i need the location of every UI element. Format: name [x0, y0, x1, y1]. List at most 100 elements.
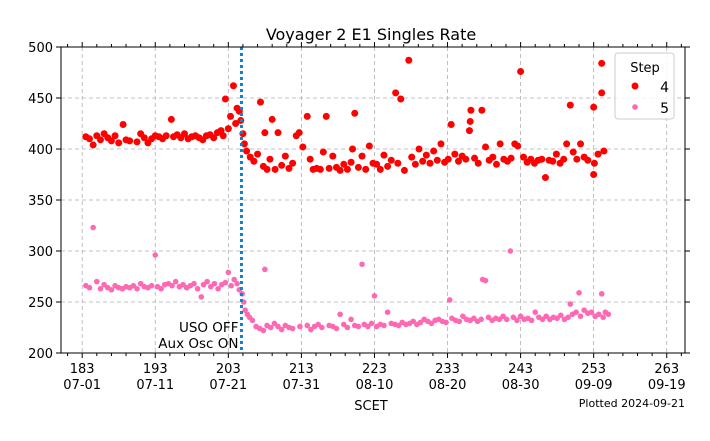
chart-title: Voyager 2 E1 Singles Rate [266, 25, 476, 44]
x-tick-label-date: 07-31 [283, 378, 321, 393]
data-point-step-4 [489, 153, 497, 161]
data-point-step-4 [376, 165, 384, 173]
data-point-step-4 [422, 151, 430, 159]
data-point-step-4 [467, 106, 475, 114]
data-point-step-5 [337, 311, 343, 318]
data-point-step-4 [111, 132, 119, 140]
data-point-step-4 [133, 138, 141, 146]
data-point-step-4 [411, 160, 419, 168]
data-point-step-5 [172, 278, 179, 285]
data-point-step-4 [362, 165, 370, 173]
data-point-step-4 [319, 148, 327, 156]
data-point-step-5 [577, 313, 584, 320]
data-point-step-4 [271, 165, 279, 173]
data-point-step-5 [600, 314, 606, 321]
data-point-step-4 [266, 155, 274, 163]
data-point-step-4 [261, 129, 269, 137]
legend-label-step-5: 5 [660, 101, 669, 117]
data-point-step-4 [573, 155, 581, 163]
data-point-step-5 [152, 252, 159, 258]
x-tick-label-day: 183 [70, 362, 95, 377]
legend-marker-step-4 [631, 82, 639, 90]
data-point-step-4 [351, 109, 359, 117]
x-tick-label-day: 193 [143, 362, 168, 377]
data-point-step-4 [268, 115, 276, 123]
data-point-step-4 [325, 164, 333, 172]
data-point-step-5 [194, 285, 201, 292]
legend-box [614, 52, 675, 120]
x-tick-label-date: 07-01 [63, 378, 101, 393]
data-point-step-5 [198, 294, 205, 300]
data-point-step-4 [517, 67, 525, 75]
data-point-step-4 [566, 101, 574, 109]
data-point-step-5 [234, 280, 240, 287]
x-tick-label-date: 09-19 [648, 378, 686, 393]
data-point-step-4 [397, 95, 405, 103]
data-point-step-4 [462, 155, 470, 163]
data-point-step-5 [225, 269, 232, 276]
data-point-step-4 [126, 137, 134, 145]
data-point-step-4 [358, 152, 366, 160]
data-point-step-5 [169, 282, 175, 289]
data-point-step-4 [227, 112, 235, 120]
x-tick-label-day: 203 [216, 362, 241, 377]
data-point-step-4 [354, 163, 362, 171]
data-point-step-5 [319, 324, 325, 331]
data-point-step-4 [430, 147, 438, 155]
data-point-step-4 [400, 166, 408, 174]
data-point-step-4 [563, 140, 571, 148]
y-tick-label: 400 [28, 143, 53, 158]
data-point-step-5 [108, 286, 115, 293]
data-point-step-5 [215, 285, 221, 292]
x-tick-label-date: 09-09 [575, 378, 613, 393]
y-tick-label: 250 [28, 296, 53, 311]
data-point-step-5 [260, 327, 267, 334]
data-point-step-4 [560, 155, 568, 163]
data-point-step-4 [340, 160, 348, 168]
data-point-step-4 [303, 112, 311, 120]
x-tick-label-date: 08-10 [356, 378, 394, 393]
data-point-step-4 [590, 159, 598, 167]
data-point-step-5 [297, 323, 303, 330]
data-point-step-5 [446, 297, 453, 303]
data-point-step-5 [371, 293, 378, 299]
data-point-step-4 [549, 157, 557, 165]
x-tick-label-day: 253 [581, 362, 606, 377]
x-axis-label: SCET [354, 399, 388, 414]
data-point-step-4 [496, 140, 504, 148]
data-point-step-4 [115, 139, 123, 147]
y-tick-label: 450 [28, 92, 53, 107]
data-point-step-5 [289, 325, 296, 332]
data-point-step-5 [381, 322, 387, 329]
data-point-step-5 [503, 316, 510, 323]
data-point-step-4 [437, 140, 445, 148]
data-point-step-4 [594, 150, 602, 158]
data-point-step-4 [387, 156, 395, 164]
data-point-step-4 [347, 158, 355, 166]
data-point-step-4 [278, 161, 286, 169]
data-point-step-5 [478, 316, 484, 323]
data-point-step-4 [584, 156, 592, 164]
data-point-step-5 [249, 317, 256, 324]
data-point-step-4 [316, 165, 324, 173]
data-point-step-5 [605, 311, 612, 318]
data-point-step-4 [107, 137, 115, 145]
y-tick-label: 500 [28, 41, 53, 56]
data-point-step-5 [573, 309, 579, 316]
data-point-step-4 [119, 121, 127, 129]
data-point-step-5 [86, 284, 93, 291]
data-point-step-4 [285, 164, 293, 172]
data-point-step-5 [595, 311, 602, 318]
data-point-step-5 [211, 280, 218, 287]
data-point-step-4 [96, 136, 104, 144]
data-point-step-4 [598, 59, 606, 67]
data-point-step-4 [514, 142, 522, 150]
data-point-step-4 [289, 159, 297, 167]
data-point-step-5 [443, 319, 449, 326]
data-point-step-5 [204, 278, 210, 285]
data-point-step-4 [433, 156, 441, 164]
data-point-step-5 [384, 309, 391, 316]
data-point-step-5 [222, 279, 229, 286]
data-point-step-5 [262, 266, 268, 273]
data-point-step-5 [267, 324, 274, 331]
